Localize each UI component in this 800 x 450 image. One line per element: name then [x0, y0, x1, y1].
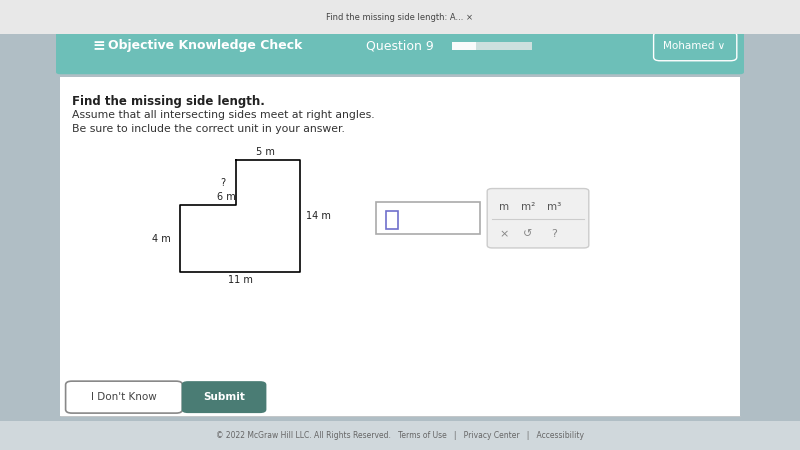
Bar — [386, 211, 398, 229]
Bar — [452, 42, 532, 50]
Text: Submit: Submit — [203, 392, 245, 402]
Text: m³: m³ — [547, 202, 562, 212]
Text: Assume that all intersecting sides meet at right angles.: Assume that all intersecting sides meet … — [72, 110, 374, 120]
Text: m: m — [499, 202, 509, 212]
Bar — [452, 42, 476, 50]
Text: ≡: ≡ — [92, 38, 105, 54]
Text: 5 m: 5 m — [256, 147, 275, 157]
Bar — [376, 202, 480, 234]
Text: m²: m² — [521, 202, 535, 212]
Text: 14 m: 14 m — [306, 212, 330, 221]
Text: Find the missing side length.: Find the missing side length. — [72, 94, 265, 108]
Text: Find the missing side length: A... ×: Find the missing side length: A... × — [326, 13, 474, 22]
FancyBboxPatch shape — [487, 189, 589, 248]
Text: ×: × — [499, 229, 509, 239]
Text: 6 m: 6 m — [218, 192, 236, 202]
Text: Objective Knowledge Check: Objective Knowledge Check — [108, 40, 302, 52]
Text: © 2022 McGraw Hill LLC. All Rights Reserved.   Terms of Use   |   Privacy Center: © 2022 McGraw Hill LLC. All Rights Reser… — [216, 431, 584, 440]
FancyBboxPatch shape — [56, 18, 744, 74]
Bar — [0, 0, 800, 34]
FancyBboxPatch shape — [66, 381, 182, 413]
FancyBboxPatch shape — [182, 381, 266, 413]
Text: ?: ? — [221, 178, 226, 188]
FancyBboxPatch shape — [654, 32, 737, 61]
Text: I Don't Know: I Don't Know — [91, 392, 157, 402]
Text: Be sure to include the correct unit in your answer.: Be sure to include the correct unit in y… — [72, 124, 345, 134]
Text: Mohamed ∨: Mohamed ∨ — [663, 41, 726, 51]
Text: ↺: ↺ — [523, 229, 533, 239]
Text: 4 m: 4 m — [152, 234, 170, 244]
Bar — [0, 421, 800, 450]
Text: 11 m: 11 m — [227, 275, 253, 285]
Bar — [60, 76, 740, 416]
Text: ?: ? — [551, 229, 558, 239]
Text: Question 9: Question 9 — [366, 40, 434, 52]
